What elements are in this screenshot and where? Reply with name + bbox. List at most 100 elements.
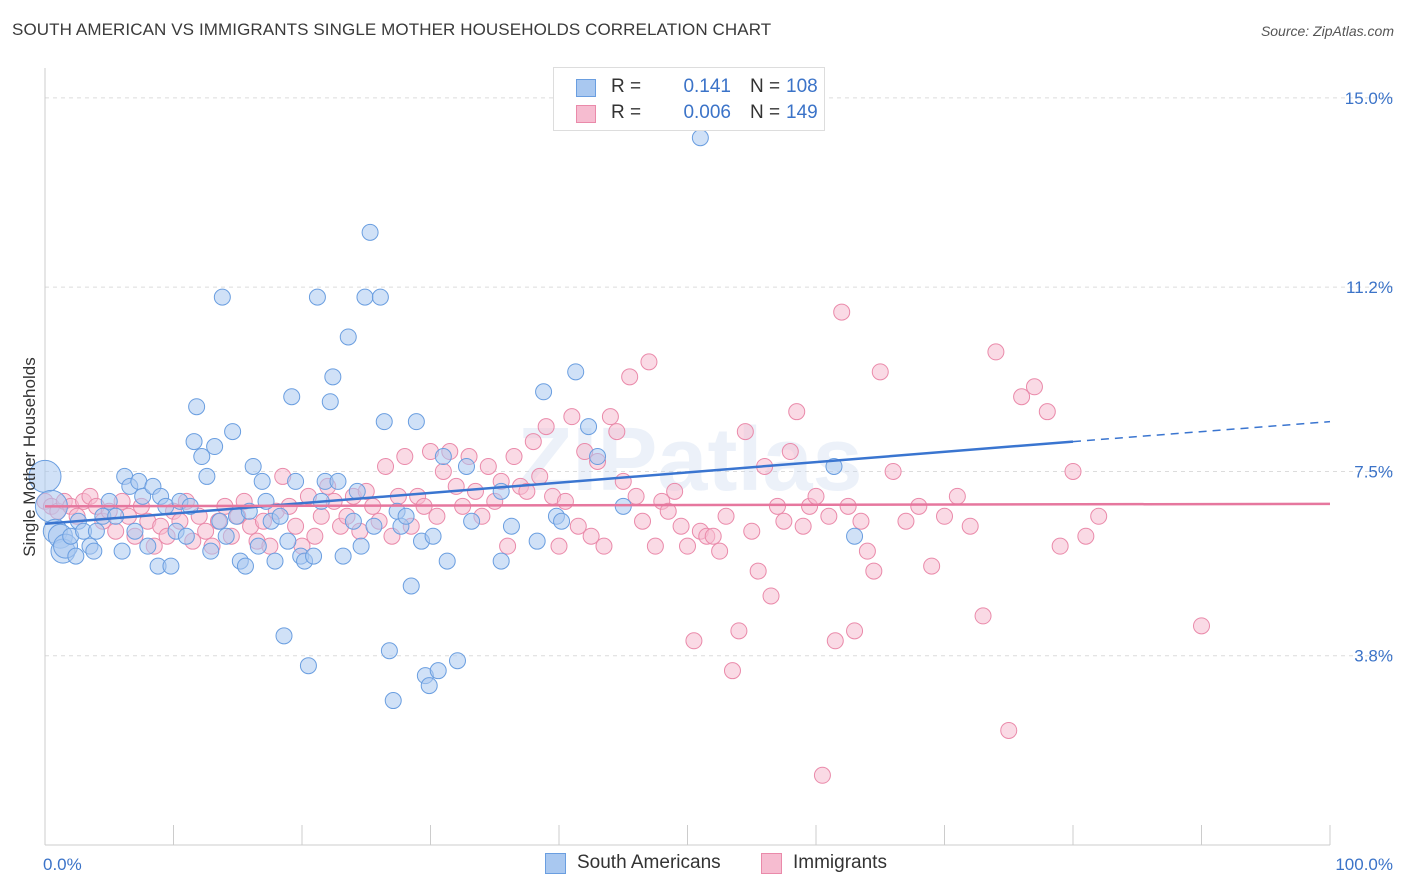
immigrants-point: [634, 512, 652, 530]
immigrants-point: [1077, 527, 1095, 545]
immigrants-point: [524, 433, 542, 451]
south-americans-point: [185, 433, 203, 451]
south-americans-point: [448, 652, 466, 670]
y-tick-label: 15.0%: [1345, 89, 1393, 108]
immigrants-point: [640, 353, 658, 371]
immigrants-point: [312, 507, 330, 525]
immigrants-point: [704, 527, 722, 545]
immigrants-point: [582, 527, 600, 545]
immigrants-point: [1193, 617, 1210, 635]
immigrants-point: [107, 522, 125, 540]
south-americans-point: [139, 537, 157, 555]
south-americans-point: [356, 288, 374, 306]
immigrants-point: [466, 482, 484, 500]
immigrants-point: [396, 448, 414, 466]
immigrants-point: [434, 462, 452, 480]
source-label: Source: ZipAtlas.com: [1260, 23, 1394, 39]
immigrants-point: [1064, 462, 1082, 480]
south-americans-point: [424, 527, 442, 545]
immigrants-point: [685, 632, 703, 650]
south-americans-point: [457, 457, 475, 475]
south-americans-point: [567, 363, 585, 381]
south-americans-point: [580, 418, 598, 436]
south-americans-point: [329, 472, 347, 490]
south-americans-point: [244, 457, 262, 475]
south-americans-point: [438, 552, 456, 570]
immigrants-point: [749, 562, 767, 580]
immigrants-point: [768, 497, 786, 515]
south-americans-point: [463, 512, 481, 530]
immigrants-point: [775, 512, 793, 530]
immigrants-point: [646, 537, 664, 555]
y-tick-labels: 3.8% 7.5% 11.2% 15.0%: [1345, 89, 1393, 666]
r-value: 0.006: [683, 102, 731, 123]
south-americans-point: [249, 537, 267, 555]
south-americans-point: [502, 517, 520, 535]
n-label: N =: [750, 76, 781, 97]
south-americans-point: [85, 542, 103, 560]
chart-title: SOUTH AMERICAN VS IMMIGRANTS SINGLE MOTH…: [12, 20, 772, 39]
south-americans-point: [271, 507, 289, 525]
immigrants-point: [788, 403, 806, 421]
south-americans-point: [380, 642, 398, 660]
south-americans-point: [236, 557, 254, 575]
series-label: Immigrants: [793, 852, 887, 873]
x-tick-label: 100.0%: [1335, 855, 1393, 874]
south-americans-trend-extension: [1072, 420, 1331, 443]
pink-swatch: [576, 105, 596, 123]
south-americans-point: [324, 368, 342, 386]
immigrants-point: [595, 537, 613, 555]
immigrants-point: [852, 512, 870, 530]
south-americans-point: [361, 223, 379, 241]
immigrants-point: [865, 562, 883, 580]
south-americans-point: [162, 557, 180, 575]
south-americans-point: [126, 522, 144, 540]
south-americans-point: [202, 542, 220, 560]
immigrants-point: [813, 766, 831, 784]
immigrants-point: [1000, 721, 1018, 739]
immigrants-point: [833, 303, 851, 321]
immigrants-point: [948, 487, 966, 505]
south-americans-point: [384, 692, 402, 710]
immigrants-point: [807, 487, 825, 505]
south-americans-point: [206, 438, 224, 456]
south-americans-point: [528, 532, 546, 550]
immigrants-point: [666, 482, 684, 500]
immigrants-point: [723, 662, 741, 680]
immigrants-point: [569, 517, 587, 535]
immigrants-point: [871, 363, 889, 381]
south-americans-point: [130, 472, 148, 490]
south-americans-point: [429, 662, 447, 680]
immigrants-point: [736, 423, 754, 441]
immigrants-point: [936, 507, 953, 525]
south-americans-point: [213, 288, 231, 306]
immigrants-point: [717, 507, 735, 525]
south-americans-point: [217, 527, 235, 545]
r-label: R =: [611, 102, 642, 123]
south-americans-trend-line: [44, 440, 1074, 525]
immigrants-point: [563, 408, 581, 426]
x-tick-labels: 0.0% 100.0%: [43, 855, 1393, 874]
south-americans-point: [402, 577, 420, 595]
south-americans-point: [305, 547, 323, 565]
south-americans-point: [283, 388, 301, 406]
immigrants-point: [659, 502, 677, 520]
immigrants-point: [428, 507, 446, 525]
south-americans-point: [553, 512, 571, 530]
blue-swatch: [545, 853, 566, 874]
south-americans-point: [348, 482, 366, 500]
immigrants-point: [961, 517, 979, 535]
south-americans-point: [224, 423, 242, 441]
south-americans-point: [334, 547, 352, 565]
south-americans-point: [434, 448, 452, 466]
trend-lines: [44, 420, 1331, 525]
south-americans-point: [846, 527, 864, 545]
immigrants-point: [1013, 388, 1031, 406]
south-americans-point: [188, 398, 206, 416]
immigrants-point: [743, 522, 761, 540]
immigrants-point: [781, 443, 799, 461]
south-americans-point: [365, 517, 383, 535]
y-tick-label: 3.8%: [1354, 647, 1393, 666]
south-americans-point: [407, 413, 425, 431]
